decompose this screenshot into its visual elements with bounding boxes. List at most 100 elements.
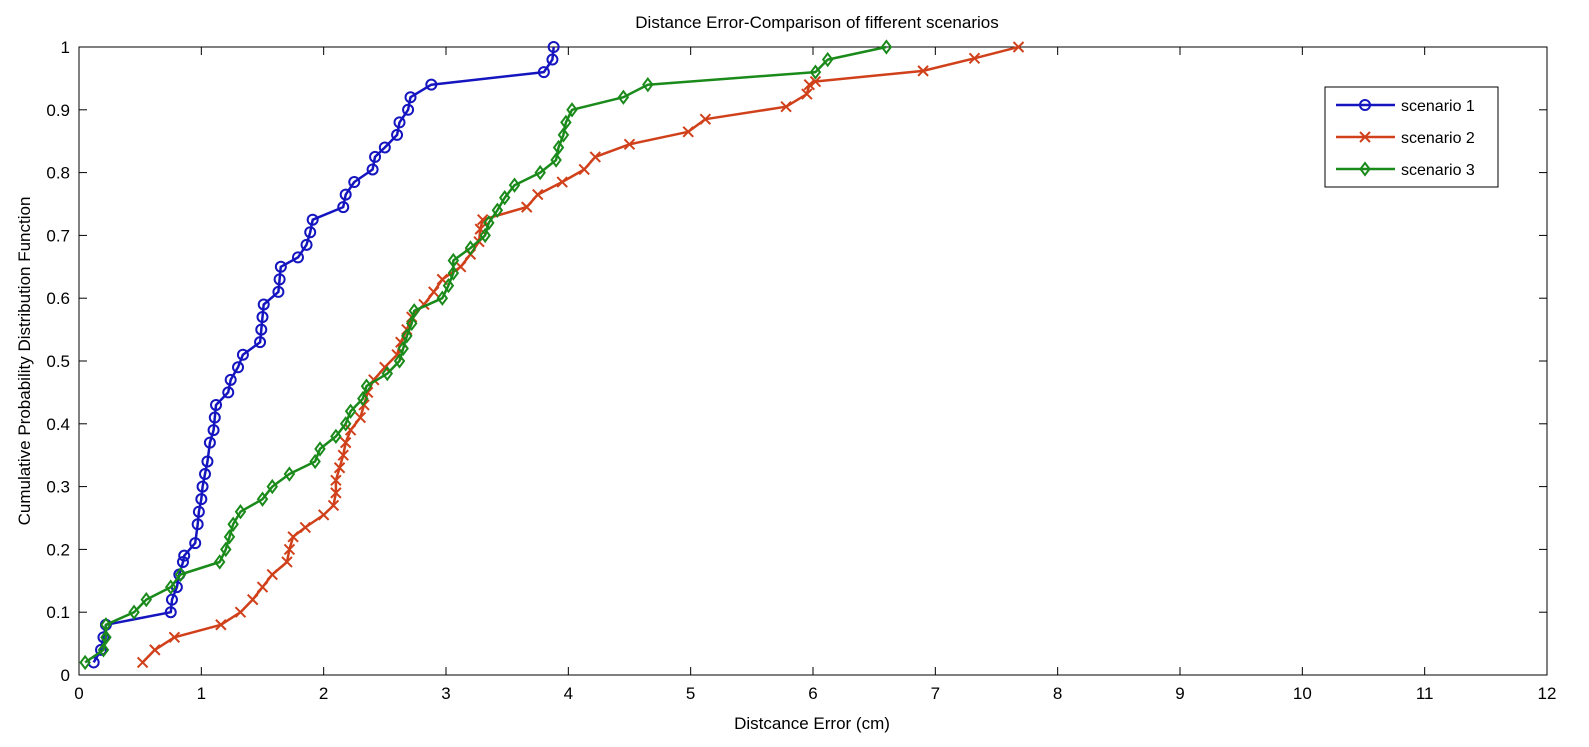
legend-entry-scenario-3: scenario 3 — [1336, 161, 1475, 179]
data-point-scenario-2 — [780, 100, 792, 113]
data-point-scenario-3 — [447, 252, 460, 269]
y-tick-label: 1 — [61, 38, 70, 57]
data-point-scenario-1 — [547, 41, 560, 53]
data-point-scenario-1 — [201, 455, 214, 468]
data-point-scenario-2 — [476, 213, 489, 226]
data-point-scenario-1 — [164, 606, 177, 619]
data-point-scenario-3 — [309, 453, 321, 470]
legend: scenario 1 scenario 2 scenario 3 — [1324, 86, 1499, 188]
data-point-scenario-1 — [291, 251, 304, 264]
data-point-scenario-3 — [401, 328, 413, 344]
data-point-scenario-2 — [247, 593, 259, 606]
data-point-scenario-2 — [234, 606, 247, 618]
data-point-scenario-1 — [224, 373, 237, 386]
legend-label: scenario 1 — [1401, 98, 1475, 115]
data-point-scenario-3 — [447, 265, 460, 281]
data-point-scenario-3 — [128, 604, 140, 620]
x-tick-label: 10 — [1293, 684, 1312, 703]
data-point-scenario-2 — [801, 88, 813, 100]
data-point-scenario-1 — [273, 273, 286, 286]
data-point-scenario-1 — [378, 141, 391, 154]
data-point-scenario-3 — [227, 516, 239, 532]
legend-swatch-marker — [1359, 161, 1371, 177]
data-point-scenario-2 — [354, 411, 367, 424]
data-point-scenario-2 — [168, 631, 181, 644]
data-point-scenario-3 — [617, 89, 630, 105]
data-point-scenario-2 — [215, 619, 227, 631]
data-point-scenario-1 — [425, 78, 438, 91]
data-point-scenario-3 — [560, 114, 572, 131]
data-point-scenario-3 — [508, 177, 521, 193]
data-point-scenario-1 — [255, 323, 268, 336]
data-point-scenario-3 — [550, 152, 562, 168]
data-point-scenario-2 — [454, 261, 467, 273]
data-point-scenario-2 — [809, 75, 822, 88]
data-point-scenario-2 — [149, 644, 161, 656]
data-point-scenario-3 — [357, 391, 369, 407]
y-tick-label: 0.4 — [46, 415, 70, 434]
data-point-scenario-2 — [917, 65, 929, 77]
data-point-scenario-1 — [393, 116, 406, 129]
data-point-scenario-2 — [578, 163, 590, 176]
data-point-scenario-1 — [189, 537, 202, 550]
data-point-scenario-1 — [274, 260, 287, 273]
x-tick-label: 4 — [564, 684, 573, 703]
data-point-scenario-3 — [566, 102, 578, 118]
data-point-scenario-1 — [191, 518, 204, 531]
x-tick-label: 5 — [686, 684, 695, 703]
data-point-scenario-2 — [623, 138, 636, 151]
data-point-scenario-2 — [330, 474, 342, 487]
y-tick-label: 0.2 — [46, 540, 70, 559]
y-tick-label: 0.9 — [46, 101, 70, 120]
data-point-scenario-1 — [537, 66, 550, 79]
data-point-scenario-1 — [178, 549, 191, 562]
data-point-scenario-1 — [404, 91, 417, 104]
y-tick-label: 0.8 — [46, 164, 70, 183]
x-tick-label: 6 — [808, 684, 817, 703]
legend-label: scenario 2 — [1401, 130, 1475, 147]
data-point-scenario-1 — [236, 348, 249, 361]
data-point-scenario-1 — [195, 493, 208, 506]
data-point-scenario-3 — [809, 64, 822, 80]
y-tick-label: 0.6 — [46, 289, 70, 308]
data-point-scenario-1 — [199, 468, 212, 481]
data-point-scenario-3 — [534, 164, 546, 181]
data-point-scenario-2 — [339, 436, 352, 449]
data-point-scenario-1 — [257, 298, 270, 311]
data-point-scenario-1 — [208, 411, 221, 424]
data-point-scenario-1 — [222, 386, 235, 399]
y-tick-label: 0.3 — [46, 478, 70, 497]
x-tick-label: 7 — [931, 684, 940, 703]
y-tick-label: 0.5 — [46, 352, 70, 371]
data-point-scenario-1 — [300, 238, 313, 251]
series-scenario-3 — [79, 39, 893, 671]
data-point-scenario-1 — [348, 176, 361, 189]
data-point-scenario-3 — [464, 240, 477, 256]
data-point-scenario-3 — [79, 654, 91, 671]
y-tick-label: 0.7 — [46, 226, 70, 245]
series-scenario-2 — [136, 41, 1025, 669]
x-tick-label: 3 — [441, 684, 450, 703]
data-point-scenario-2 — [968, 52, 981, 65]
x-axis: 0 1 2 3 4 5 6 7 8 9 10 11 12 — [74, 47, 1556, 703]
data-point-scenario-3 — [360, 378, 373, 394]
data-point-scenario-2 — [330, 487, 342, 499]
data-point-scenario-3 — [174, 566, 187, 583]
data-point-scenario-2 — [327, 499, 340, 512]
data-point-scenario-3 — [483, 215, 495, 231]
data-point-scenario-3 — [642, 77, 654, 93]
data-point-scenario-1 — [366, 163, 379, 176]
data-point-scenario-3 — [552, 139, 565, 156]
data-point-scenario-2 — [281, 556, 293, 568]
data-point-scenario-3 — [436, 290, 449, 306]
data-point-scenario-3 — [165, 579, 177, 595]
data-point-scenario-1 — [95, 643, 108, 656]
chart-title: Distance Error-Comparison of fifferent s… — [635, 13, 998, 32]
x-tick-label: 12 — [1538, 684, 1557, 703]
data-point-scenario-2 — [287, 531, 299, 543]
data-point-scenario-1 — [165, 593, 178, 606]
data-point-scenario-2 — [521, 201, 533, 213]
data-point-scenario-1 — [254, 336, 267, 349]
data-point-scenario-3 — [97, 642, 110, 658]
data-point-scenario-3 — [223, 529, 236, 545]
